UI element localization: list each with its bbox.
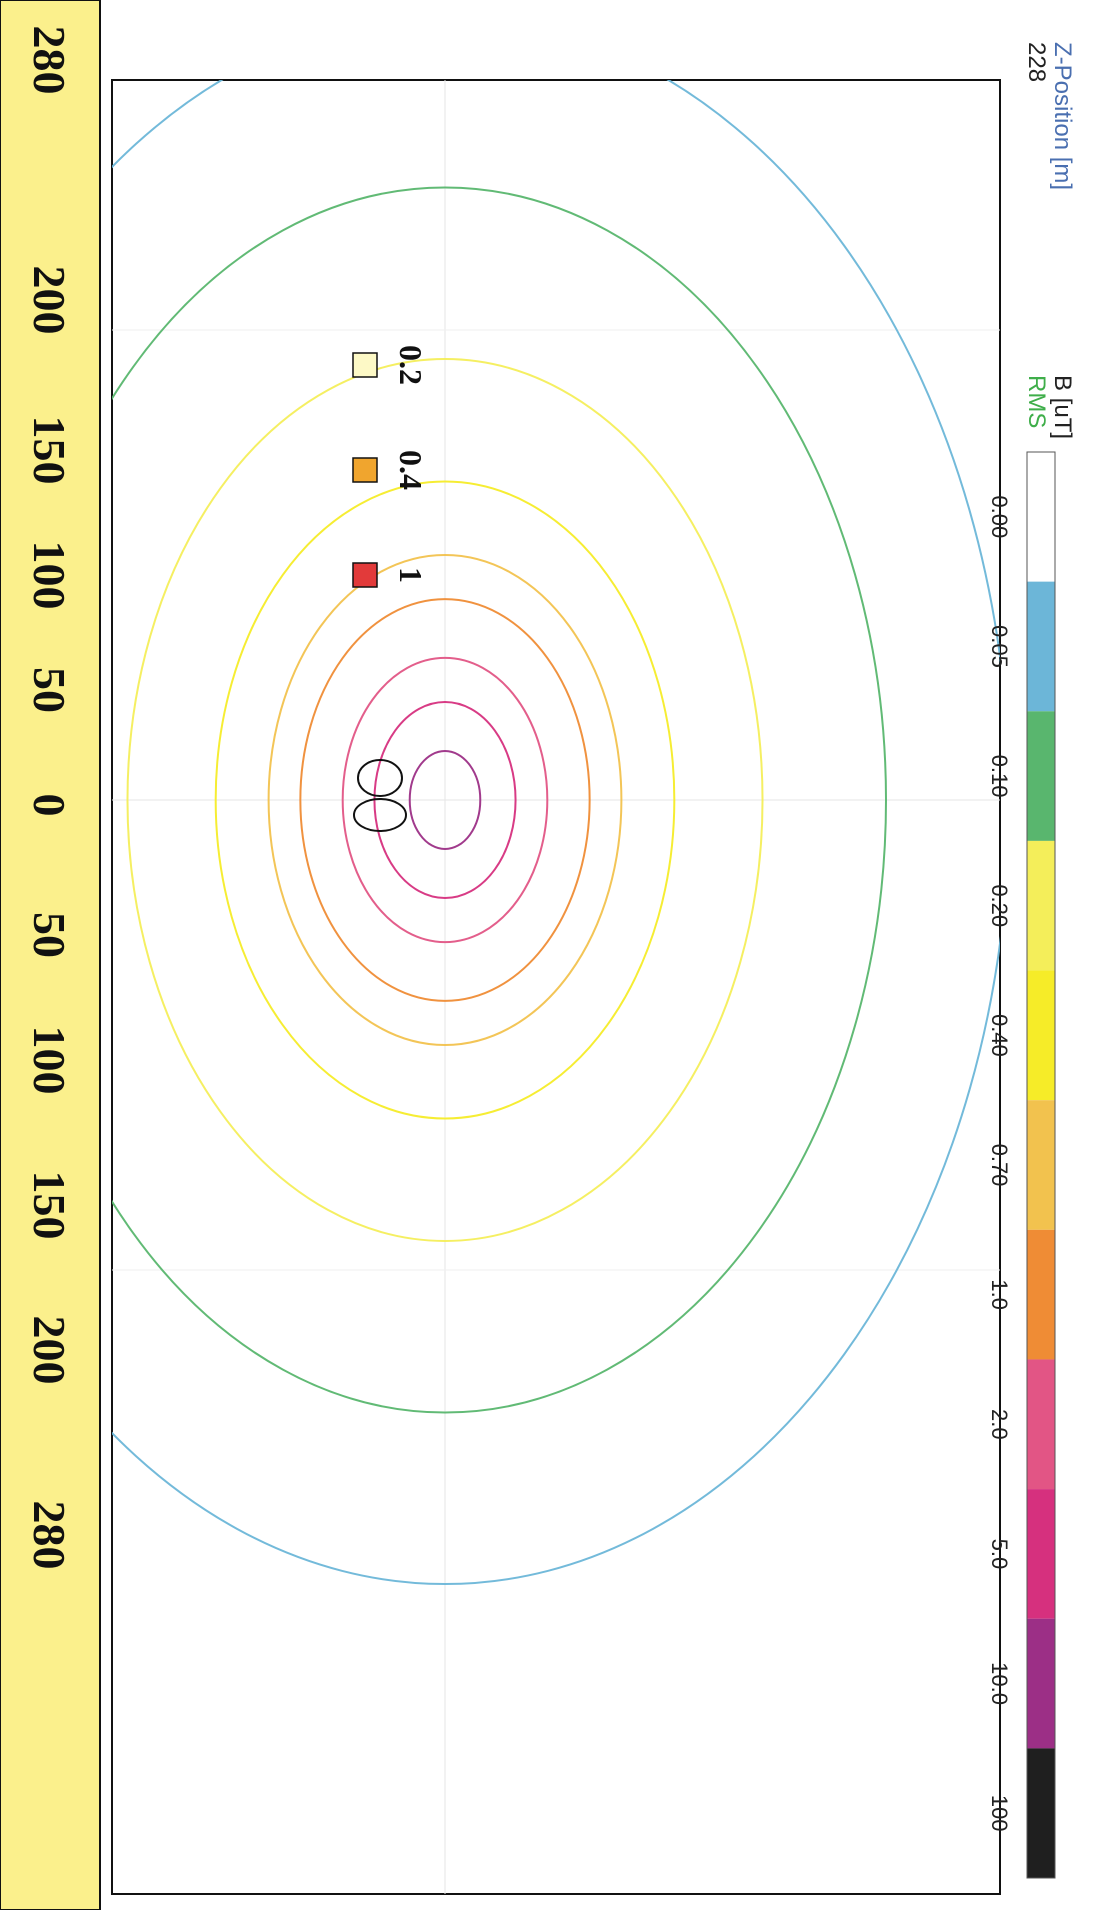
colorbar-label: 0.05 xyxy=(987,625,1012,668)
scale-tick: 280 xyxy=(24,1501,75,1570)
scale-tick-label: 100 xyxy=(24,1026,75,1095)
plot-grid xyxy=(112,80,1000,1894)
scale-tick: 150 xyxy=(24,1171,75,1240)
scale-tick: 50 xyxy=(24,912,75,958)
contour-line xyxy=(267,554,623,1046)
scale-tick: 100 xyxy=(24,1026,75,1095)
colorbar-label: 100 xyxy=(987,1795,1012,1832)
legend-item: 0.4 xyxy=(352,450,429,490)
colorbar-label: 0.70 xyxy=(987,1144,1012,1187)
scale-tick: 0 xyxy=(24,794,75,817)
colorbar-segment xyxy=(1027,711,1055,841)
colorbar-label: 0.10 xyxy=(987,755,1012,798)
scale-strip xyxy=(0,0,101,1910)
scale-tick: 200 xyxy=(24,1316,75,1385)
distance-scale: 280 200 150 100 50 0 50 100 150 200 280 xyxy=(0,0,101,1910)
colorbar-segment xyxy=(1027,1489,1055,1619)
colorbar-frame xyxy=(1026,451,1056,1879)
quantity-header: B [uT] RMS xyxy=(1023,375,1076,439)
contour-line xyxy=(112,80,1000,1585)
legend-swatch xyxy=(352,457,378,483)
scale-tick: 150 xyxy=(24,416,75,485)
scale-tick-label: 0 xyxy=(24,794,75,817)
scale-tick-label: 150 xyxy=(24,416,75,485)
mode-label: RMS xyxy=(1023,375,1050,428)
colorbar-segment xyxy=(1027,1748,1055,1878)
colorbar-label: 1.0 xyxy=(987,1279,1012,1310)
legend-swatch xyxy=(352,352,378,378)
scale-tick-label: 280 xyxy=(24,26,75,95)
colorbar-label: 0.40 xyxy=(987,1014,1012,1057)
colorbar-segment xyxy=(1027,452,1055,582)
contour-line xyxy=(126,358,764,1242)
scale-tick-label: 150 xyxy=(24,1171,75,1240)
quantity-label: B [uT] xyxy=(1049,375,1076,439)
scale-tick-label: 280 xyxy=(24,1501,75,1570)
colorbar-segment xyxy=(1027,970,1055,1101)
scale-tick: 280 xyxy=(24,26,75,95)
legend: 0.2 0.4 1 xyxy=(352,345,429,588)
legend-label: 0.2 xyxy=(393,345,429,385)
scale-tick: 100 xyxy=(24,541,75,610)
scale-tick-label: 200 xyxy=(24,266,75,335)
legend-item: 1 xyxy=(352,562,429,588)
colorbar: 0.00 0.05 0.10 0.20 0.40 0.70 1.0 2.0 5.0 10.0 100 xyxy=(987,451,1056,1879)
colorbar-label: 0.00 xyxy=(987,495,1012,538)
axis-value: 228 xyxy=(1023,42,1050,82)
colorbar-segment xyxy=(1027,840,1055,971)
legend-label: 0.4 xyxy=(393,450,429,490)
contour-line xyxy=(299,598,591,1002)
colorbar-label: 0.20 xyxy=(987,884,1012,927)
axis-header: Z-Position [m] 228 xyxy=(1023,42,1076,190)
contour-lines xyxy=(112,80,1000,1585)
contour-line xyxy=(408,750,482,850)
legend-swatch xyxy=(352,562,378,588)
axis-title: Z-Position [m] xyxy=(1049,42,1076,190)
colorbar-label: 10.0 xyxy=(987,1662,1012,1705)
contour-line xyxy=(214,480,676,1120)
colorbar-label: 5.0 xyxy=(987,1539,1012,1570)
scale-tick-label: 200 xyxy=(24,1316,75,1385)
hotspot-contour xyxy=(357,759,403,797)
contour-line xyxy=(112,186,887,1414)
colorbar-segment xyxy=(1027,1100,1055,1230)
scale-tick: 50 xyxy=(24,667,75,713)
scale-tick-label: 50 xyxy=(24,667,75,713)
colorbar-segment xyxy=(1027,1618,1055,1749)
colorbar-label: 2.0 xyxy=(987,1409,1012,1440)
central-hotspot xyxy=(353,759,407,832)
colorbar-segment xyxy=(1027,1229,1055,1360)
scale-tick: 200 xyxy=(24,266,75,335)
contour-line xyxy=(341,656,549,944)
legend-item: 0.2 xyxy=(352,345,429,385)
scale-tick-label: 50 xyxy=(24,912,75,958)
hotspot-contour xyxy=(353,798,407,832)
colorbar-segment xyxy=(1027,1359,1055,1490)
plot-frame xyxy=(111,79,1001,1895)
scale-tick-label: 100 xyxy=(24,541,75,610)
legend-label: 1 xyxy=(393,567,429,583)
colorbar-segment xyxy=(1027,581,1055,712)
